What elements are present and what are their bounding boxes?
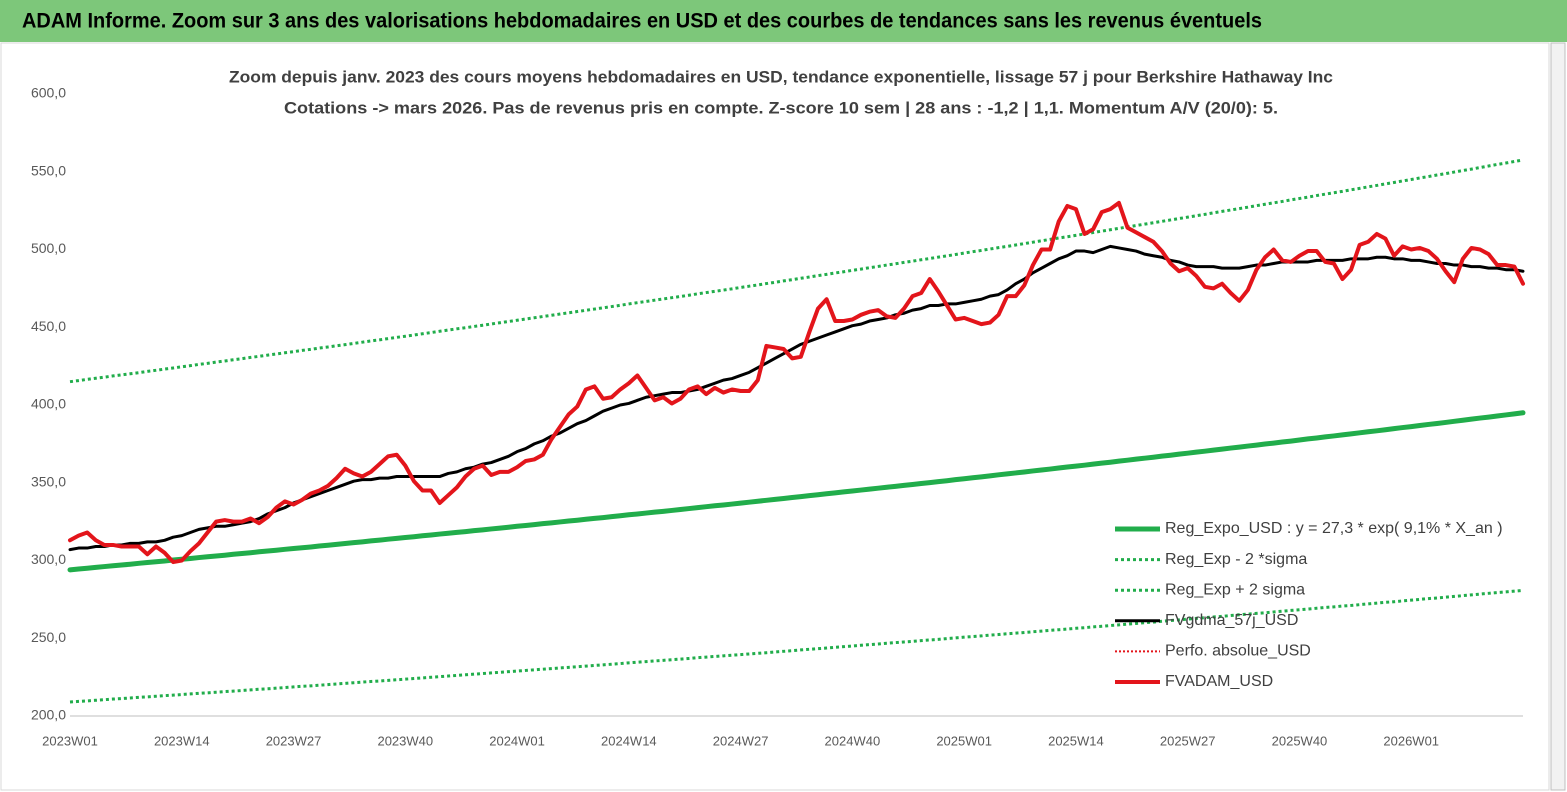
x-tick-label: 2024W40 bbox=[825, 733, 881, 748]
x-tick-label: 2024W01 bbox=[489, 733, 545, 748]
y-tick-label: 500,0 bbox=[31, 240, 66, 256]
y-tick-label: 450,0 bbox=[31, 318, 66, 334]
chart-frame bbox=[0, 42, 1550, 791]
series-line bbox=[68, 200, 1525, 565]
legend-label: Reg_Exp + 2 sigma bbox=[1165, 581, 1305, 598]
y-tick-label: 250,0 bbox=[31, 629, 66, 645]
x-tick-label: 2025W14 bbox=[1048, 733, 1104, 748]
x-tick-label: 2025W40 bbox=[1272, 733, 1328, 748]
legend-label: FVADAM_USD bbox=[1165, 673, 1273, 690]
series-line bbox=[69, 158, 1524, 384]
x-tick-label: 2024W27 bbox=[713, 733, 769, 748]
x-tick-label: 2023W40 bbox=[377, 733, 433, 748]
y-tick-label: 600,0 bbox=[31, 85, 66, 101]
scrollbar bbox=[1550, 42, 1566, 791]
header-title: ADAM Informe. Zoom sur 3 ans des valoris… bbox=[22, 10, 1262, 33]
series-line bbox=[67, 410, 1526, 573]
x-tick-label: 2025W01 bbox=[936, 733, 992, 748]
chart-title: Zoom depuis janv. 2023 des cours moyens … bbox=[229, 67, 1333, 86]
legend-label: Perfo. absolue_USD bbox=[1165, 643, 1311, 660]
x-tick-label: 2025W27 bbox=[1160, 733, 1216, 748]
x-tick-label: 2024W14 bbox=[601, 733, 657, 748]
chart-subtitle: Cotations -> mars 2026. Pas de revenus p… bbox=[284, 98, 1278, 117]
series-line bbox=[69, 588, 1524, 704]
x-tick-label: 2023W14 bbox=[154, 733, 210, 748]
legend-label: Reg_Exp - 2 *sigma bbox=[1165, 551, 1307, 568]
y-tick-label: 200,0 bbox=[31, 707, 66, 723]
y-tick-label: 550,0 bbox=[31, 162, 66, 178]
header-bar bbox=[0, 0, 1567, 42]
y-tick-label: 350,0 bbox=[31, 473, 66, 489]
legend-label: Reg_Expo_USD : y = 27,3 * exp( 9,1% * X_… bbox=[1165, 520, 1503, 537]
x-tick-label: 2023W27 bbox=[266, 733, 322, 748]
series-line bbox=[68, 244, 1525, 552]
x-tick-label: 2026W01 bbox=[1383, 733, 1439, 748]
y-tick-label: 300,0 bbox=[31, 551, 66, 567]
x-tick-label: 2023W01 bbox=[42, 733, 98, 748]
legend-label: FVgdma_57j_USD bbox=[1165, 612, 1298, 629]
y-tick-label: 400,0 bbox=[31, 396, 66, 412]
